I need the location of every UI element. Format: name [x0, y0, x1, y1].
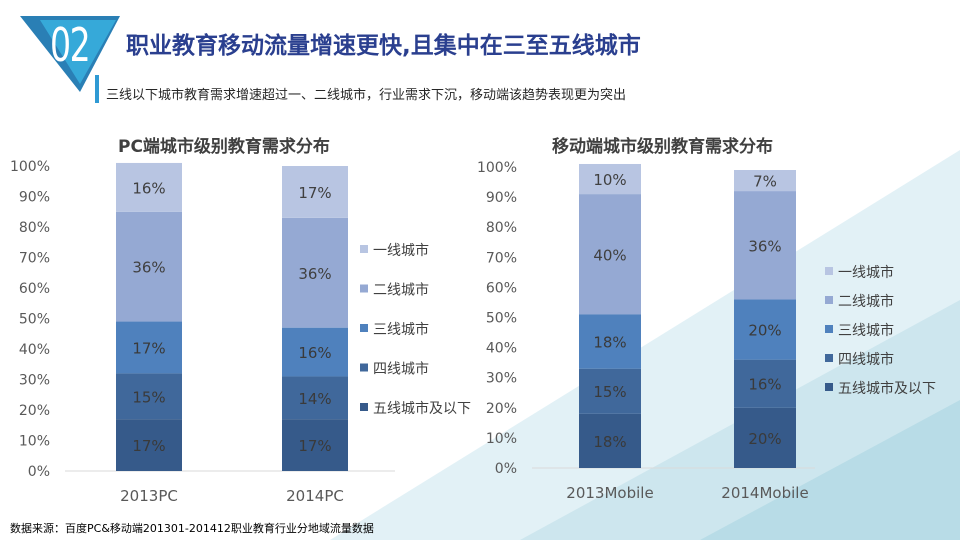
- mobile-y-tick-label: 80%: [486, 220, 517, 236]
- mobile-y-tick-label: 60%: [486, 280, 517, 296]
- pc-bar-segment: [282, 376, 348, 420]
- mobile-data-label: 36%: [748, 237, 781, 255]
- mobile-legend-swatch: [825, 354, 833, 362]
- pc-data-label: 36%: [132, 259, 165, 277]
- pc-legend-label: 三线城市: [373, 321, 429, 338]
- mobile-y-tick-label: 10%: [486, 431, 517, 447]
- mobile-data-label: 20%: [748, 430, 781, 448]
- pc-bar-segment: [116, 162, 182, 212]
- mobile-bar-segment: [579, 368, 641, 414]
- pc-data-label: 17%: [132, 339, 165, 357]
- mobile-data-label: 18%: [593, 433, 626, 451]
- pc-bar-segment: [282, 166, 348, 218]
- pc-data-label: 15%: [132, 388, 165, 406]
- mobile-data-label: 15%: [593, 383, 626, 401]
- page-subtitle: 三线以下城市教育需求增速超过一、二线城市，行业需求下沉，移动端该趋势表现更为突出: [106, 88, 627, 103]
- pc-legend-label: 二线城市: [373, 282, 429, 299]
- subtitle-accent-bar: [95, 75, 99, 103]
- pc-legend-label: 四线城市: [373, 361, 429, 378]
- mobile-y-tick-label: 40%: [486, 341, 517, 357]
- mobile-y-tick-label: 70%: [486, 250, 517, 266]
- pc-data-label: 36%: [298, 265, 331, 283]
- pc-data-label: 16%: [298, 344, 331, 362]
- pc-legend-swatch: [360, 284, 368, 293]
- pc-bar-segment: [116, 419, 182, 471]
- mobile-category-label: 2014Mobile: [721, 484, 808, 502]
- section-badge: [20, 16, 120, 92]
- mobile-y-tick-label: 50%: [486, 311, 517, 327]
- pc-data-label: 17%: [298, 184, 331, 202]
- mobile-bar-segment: [579, 413, 641, 468]
- pc-y-tick-label: 40%: [19, 342, 50, 358]
- badge-triangle-light: [40, 20, 116, 84]
- mobile-legend-swatch: [825, 383, 833, 391]
- pc-legend-label: 五线城市及以下: [373, 400, 471, 417]
- mobile-bar-segment: [734, 299, 796, 360]
- mobile-bar-segment: [734, 359, 796, 408]
- mobile-legend-label: 五线城市及以下: [838, 380, 936, 397]
- pc-y-tick-label: 10%: [19, 434, 50, 450]
- mobile-data-label: 10%: [593, 171, 626, 189]
- pc-data-label: 16%: [132, 179, 165, 197]
- mobile-bar-segment: [734, 170, 796, 192]
- pc-bar-segment: [116, 373, 182, 420]
- mobile-data-label: 20%: [748, 322, 781, 340]
- chart-title-pc: PC端城市级别教育需求分布: [118, 137, 330, 157]
- pc-bar-segment: [116, 211, 182, 322]
- mobile-data-label: 40%: [593, 246, 626, 264]
- pc-data-label: 17%: [132, 437, 165, 455]
- mobile-y-tick-label: 90%: [486, 190, 517, 206]
- mobile-y-tick-label: 20%: [486, 401, 517, 417]
- pc-bar-segment: [116, 321, 182, 374]
- mobile-legend-label: 三线城市: [838, 322, 894, 339]
- mobile-legend-swatch: [825, 267, 833, 275]
- pc-y-tick-label: 80%: [19, 220, 50, 236]
- chart-title-mobile: 移动端城市级别教育需求分布: [552, 137, 773, 157]
- pc-y-tick-label: 100%: [10, 159, 50, 175]
- mobile-bar-segment: [579, 163, 641, 195]
- mobile-data-label: 7%: [753, 173, 777, 191]
- mobile-y-tick-label: 100%: [477, 160, 517, 176]
- pc-legend-label: 一线城市: [373, 242, 429, 259]
- pc-y-tick-label: 90%: [19, 190, 50, 206]
- bg-shard-small: [700, 400, 960, 540]
- mobile-legend-label: 一线城市: [838, 264, 894, 281]
- page-title: 职业教育移动流量增速更快,且集中在三至五线城市: [126, 33, 641, 59]
- pc-data-label: 14%: [298, 390, 331, 408]
- mobile-bar-segment: [734, 407, 796, 468]
- pc-y-tick-label: 20%: [19, 403, 50, 419]
- mobile-category-label: 2013Mobile: [566, 484, 653, 502]
- mobile-bar-segment: [734, 191, 796, 300]
- mobile-legend-label: 二线城市: [838, 293, 894, 310]
- mobile-data-label: 16%: [748, 376, 781, 394]
- pc-y-tick-label: 60%: [19, 281, 50, 297]
- mobile-y-tick-label: 30%: [486, 371, 517, 387]
- pc-category-label: 2014PC: [286, 487, 344, 505]
- source-note: 数据来源：百度PC&移动端201301-201412职业教育行业分地域流量数据: [10, 522, 374, 535]
- pc-bar-segment: [282, 327, 348, 377]
- pc-bar-segment: [282, 217, 348, 328]
- mobile-bar-segment: [579, 314, 641, 369]
- pc-y-tick-label: 30%: [19, 373, 50, 389]
- pc-legend-swatch: [360, 363, 368, 372]
- mobile-bar-segment: [579, 194, 641, 315]
- pc-y-tick-label: 50%: [19, 312, 50, 328]
- pc-legend-swatch: [360, 403, 368, 411]
- mobile-y-tick-label: 0%: [495, 461, 517, 477]
- mobile-legend-label: 四线城市: [838, 351, 894, 368]
- pc-data-label: 17%: [298, 437, 331, 455]
- pc-category-label: 2013PC: [120, 487, 178, 505]
- section-number: 02: [50, 18, 91, 72]
- pc-bar-segment: [282, 419, 348, 471]
- mobile-legend-swatch: [825, 296, 833, 304]
- pc-legend-swatch: [360, 245, 368, 253]
- mobile-legend-swatch: [825, 325, 833, 333]
- pc-y-tick-label: 0%: [28, 464, 50, 480]
- pc-legend-swatch: [360, 324, 368, 332]
- pc-y-tick-label: 70%: [19, 251, 50, 267]
- mobile-data-label: 18%: [593, 334, 626, 352]
